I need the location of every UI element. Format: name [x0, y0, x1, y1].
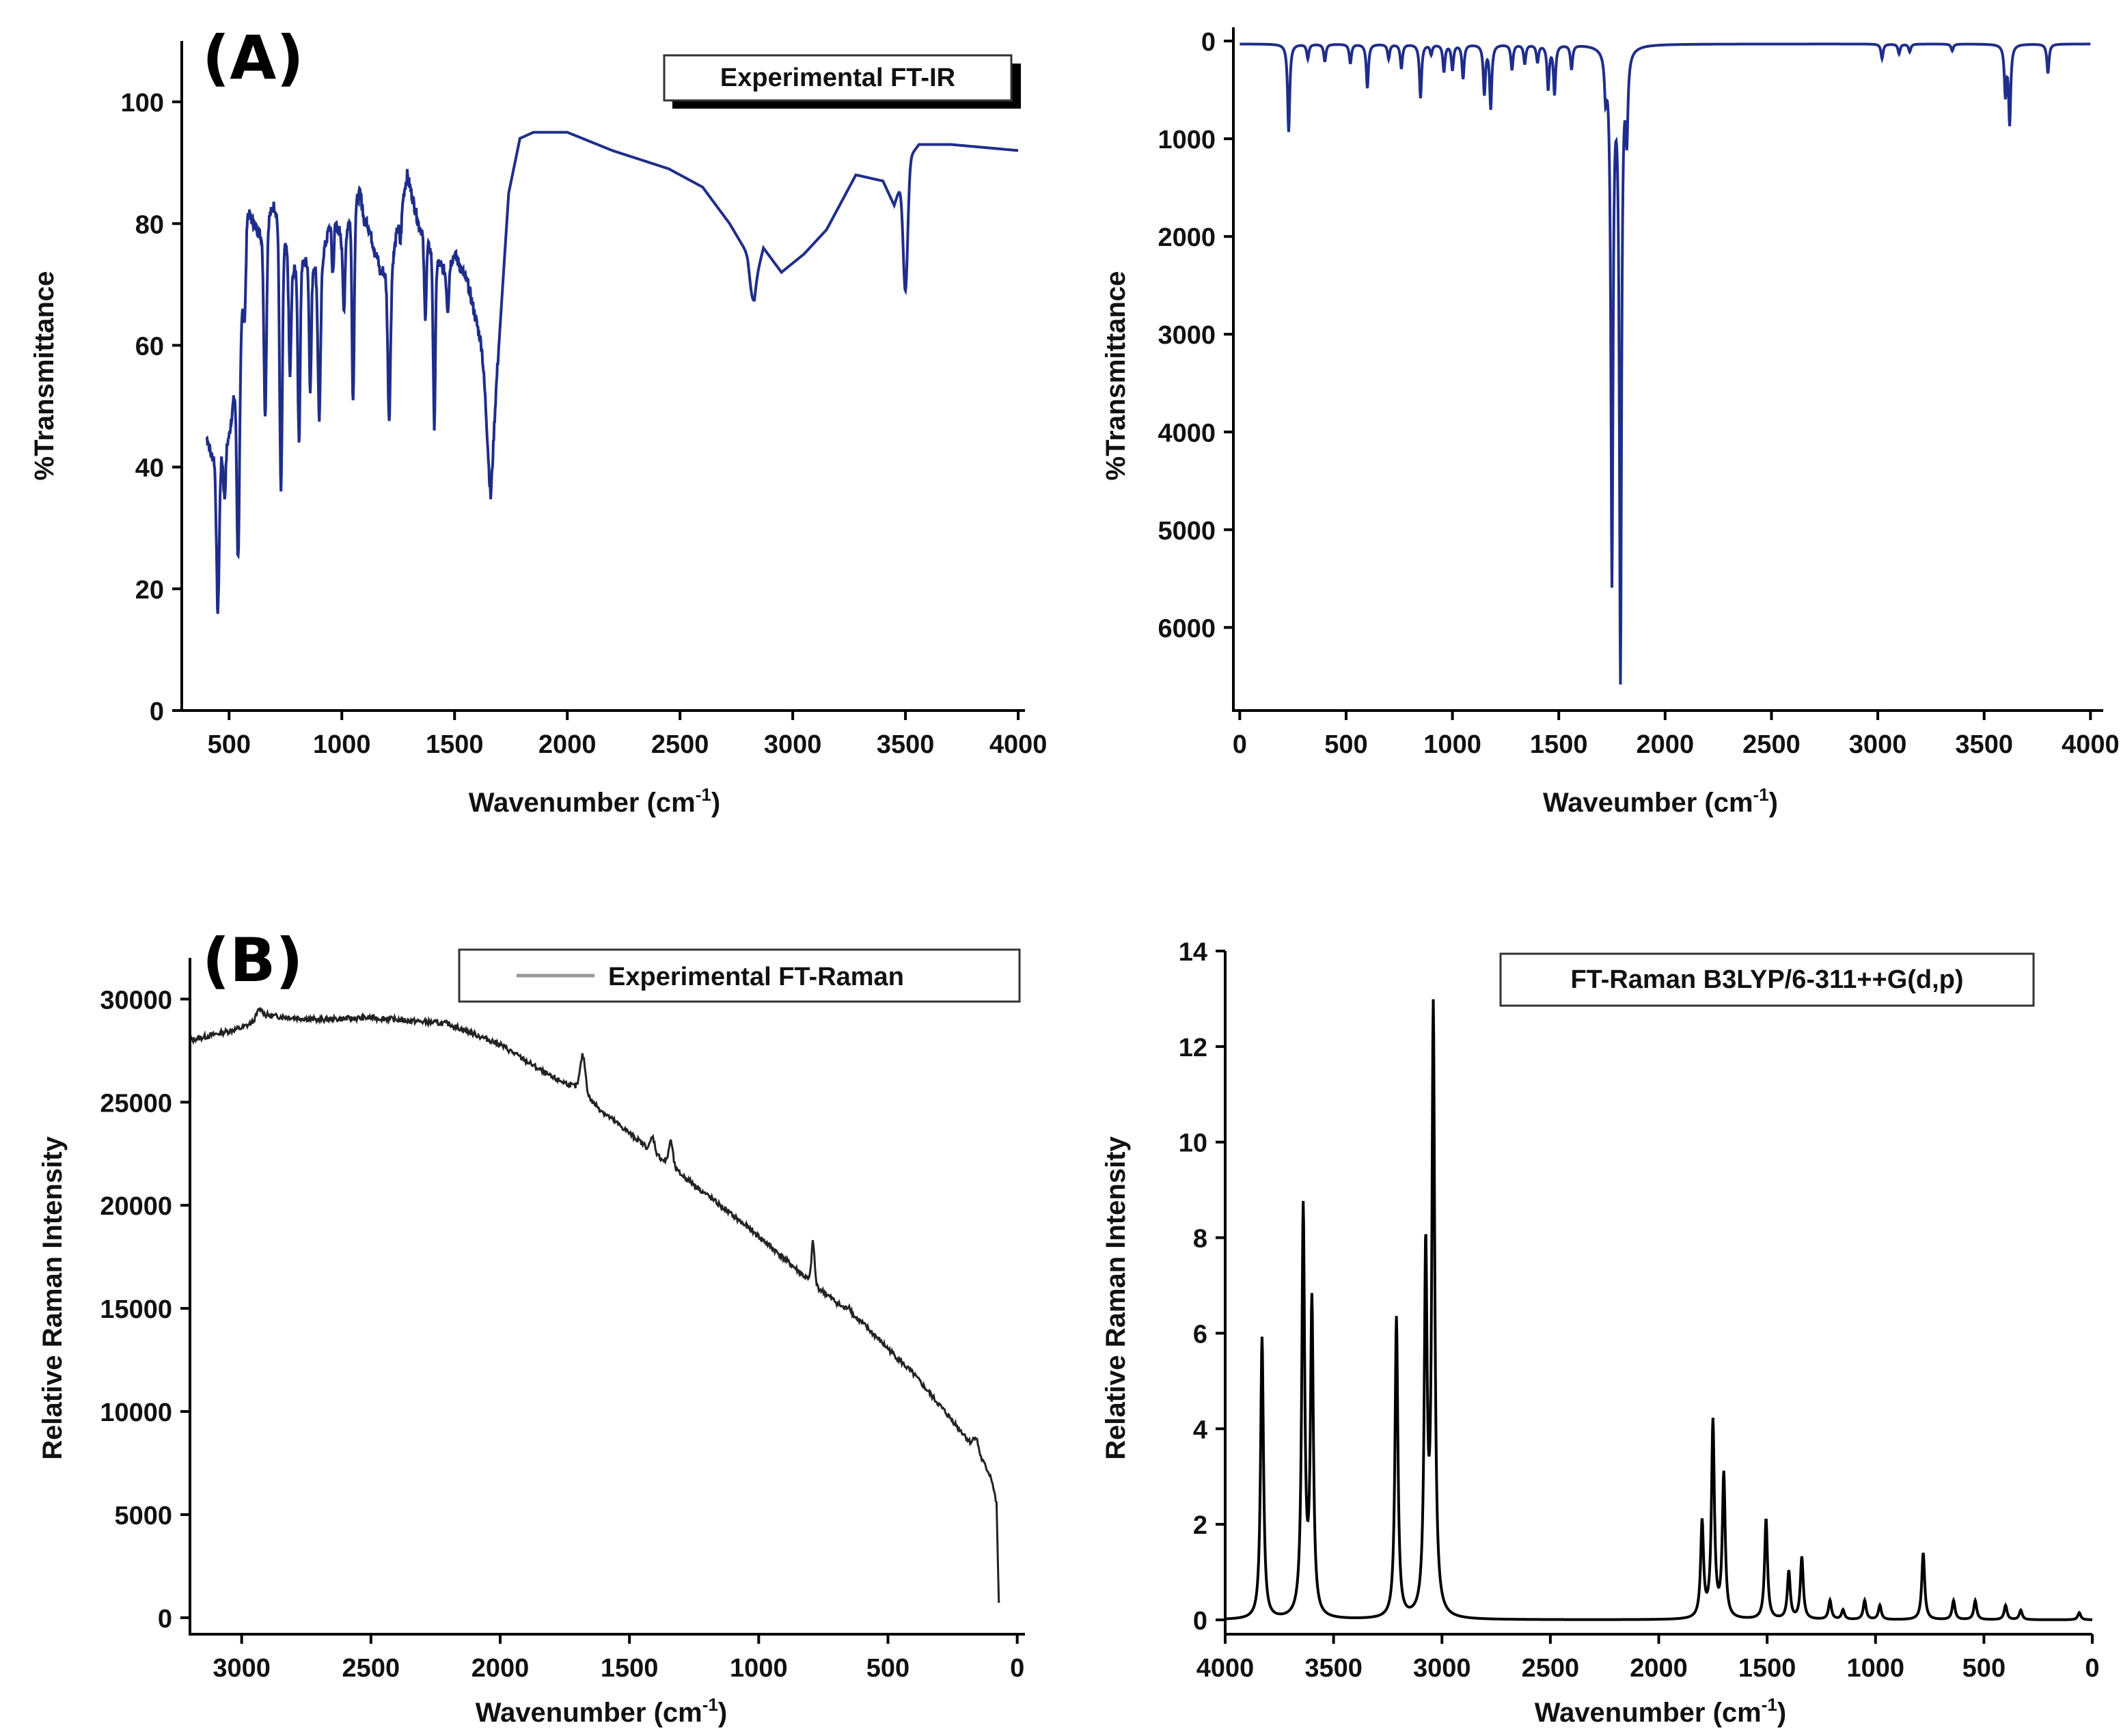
- raman-calc-legend-label: FT-Raman B3LYP/6-311++G(d,p): [1570, 965, 1963, 994]
- raman-calc-ytick-label: 14: [1179, 938, 1207, 967]
- raman-exp-xtick-label: 1500: [601, 1654, 659, 1683]
- ir-exp-ytick-label: 80: [135, 210, 164, 239]
- ir-exp-xtick-label: 2500: [651, 730, 709, 759]
- chart-ir-experimental: 500 1000 1500 2000 2500 3000 3500 4000 0 20 40 60 80…: [29, 41, 1047, 818]
- ir-calc-xtick-label: 1000: [1423, 730, 1481, 759]
- raman-calc-xlabel: Wavenumber (cm-1): [1535, 1694, 1786, 1728]
- raman-calc-xtick-label: 0: [2085, 1654, 2099, 1683]
- ir-calc-xtick-label: 0: [1233, 730, 1247, 759]
- ir-calc-xtick-label: 2000: [1637, 730, 1695, 759]
- raman-calc-xtick-label: 3000: [1413, 1654, 1471, 1683]
- ir-calc-ytick-label: 3000: [1158, 321, 1216, 350]
- raman-calc-plot-layer: [1224, 999, 2093, 1621]
- raman-exp-xtick-label: 3000: [213, 1654, 271, 1683]
- raman-calc-axes: [1224, 951, 2092, 1636]
- ir-exp-series-line: [205, 130, 1019, 614]
- raman-calc-xtick-label: 500: [1962, 1654, 2006, 1683]
- ir-exp-ylabel: %Transmittance: [29, 271, 59, 481]
- raman-calc-ytick-label: 0: [1193, 1607, 1207, 1636]
- ir-exp-ytick-label: 40: [135, 454, 164, 483]
- raman-exp-legend-label: Experimental FT-Raman: [608, 963, 904, 991]
- ir-calc-ytick-label: 2000: [1158, 223, 1216, 252]
- raman-exp-ytick-label: 20000: [100, 1192, 172, 1221]
- ir-calc-ytick-label: 0: [1201, 28, 1216, 57]
- raman-exp-ytick-label: 15000: [100, 1295, 172, 1324]
- raman-exp-ytick-label: 0: [158, 1605, 172, 1634]
- panel-label-a: (A): [202, 23, 304, 93]
- raman-exp-xtick-label: 1000: [730, 1654, 788, 1683]
- raman-exp-ticks: 3000 2500 2000 1500 1000 500 00500010000150002…: [100, 986, 1024, 1683]
- raman-exp-ytick-label: 30000: [100, 986, 172, 1015]
- ir-exp-ytick-label: 0: [150, 698, 164, 726]
- raman-exp-ytick-label: 25000: [100, 1089, 172, 1118]
- raman-exp-ytick-label: 5000: [114, 1502, 172, 1530]
- raman-exp-xtick-label: 2500: [342, 1654, 400, 1683]
- raman-calc-xtick-label: 4000: [1196, 1654, 1255, 1683]
- raman-exp-axes: [189, 958, 1025, 1636]
- raman-calc-ytick-label: 6: [1193, 1320, 1207, 1349]
- chart-ir-calculated: 0 500 1000 1500 2000 2500 3000 3500 4000 0 1000 200…: [1101, 27, 2120, 818]
- raman-calc-xtick-label: 3500: [1304, 1654, 1363, 1683]
- ir-calc-xtick-label: 1500: [1530, 730, 1588, 759]
- raman-exp-xlabel: Wavenumber (cm-1): [476, 1694, 727, 1728]
- ir-calc-plot-layer: [1240, 42, 2091, 685]
- raman-exp-ylabel: Relative Raman Intensity: [38, 1136, 68, 1460]
- ir-calc-xtick-label: 500: [1324, 730, 1367, 759]
- raman-calc-series-line: [1224, 999, 2093, 1621]
- ir-calc-ytick-label: 1000: [1158, 126, 1216, 154]
- raman-exp-plot-layer: [189, 1007, 1000, 1603]
- ir-exp-xtick-label: 1000: [313, 730, 371, 759]
- raman-calc-legend: FT-Raman B3LYP/6-311++G(d,p): [1499, 952, 2035, 1007]
- ir-calc-ytick-label: 5000: [1158, 516, 1216, 545]
- raman-calc-xtick-label: 1000: [1846, 1654, 1904, 1683]
- raman-exp-xtick-label: 0: [1010, 1654, 1024, 1683]
- ir-calc-xtick-label: 3500: [1955, 730, 2013, 759]
- ir-exp-xtick-label: 2000: [538, 730, 597, 759]
- raman-exp-xtick-label: 500: [866, 1654, 909, 1683]
- ir-calc-xtick-label: 3000: [1849, 730, 1907, 759]
- ir-exp-ytick-label: 100: [121, 89, 164, 118]
- ir-calc-xlabel: Waveumber (cm-1): [1543, 784, 1778, 818]
- raman-calc-ytick-label: 10: [1179, 1129, 1207, 1158]
- ir-calc-xtick-label: 2500: [1742, 730, 1801, 759]
- chart-raman-calculated: 4000 3500 3000 2500 2000 1500 1000 500 0 0 2 4 6 8 10 1…: [1101, 938, 2100, 1728]
- ir-exp-xlabel: Wavenumber (cm-1): [469, 784, 720, 818]
- ir-calc-ytick-label: 4000: [1158, 419, 1216, 447]
- ir-calc-ticks: 0 500 1000 1500 2000 2500 3000 3500 4000 0 1000 200…: [1158, 28, 2119, 759]
- ir-exp-axes: [180, 41, 1025, 712]
- raman-calc-xtick-label: 1500: [1738, 1654, 1796, 1683]
- ir-exp-xtick-label: 500: [208, 730, 251, 759]
- ir-calc-xtick-label: 4000: [2062, 730, 2120, 759]
- raman-calc-xtick-label: 2500: [1522, 1654, 1580, 1683]
- ir-calc-series-line: [1240, 42, 2091, 685]
- raman-calc-ytick-label: 12: [1179, 1034, 1207, 1062]
- ir-calc-ylabel: %Transmittance: [1101, 271, 1131, 481]
- ir-exp-xtick-label: 4000: [989, 730, 1048, 759]
- ir-exp-xtick-label: 3500: [877, 730, 935, 759]
- raman-calc-ylabel: Relative Raman Intensity: [1101, 1136, 1131, 1460]
- ir-exp-plot-layer: [205, 130, 1019, 614]
- raman-calc-ytick-label: 8: [1193, 1225, 1207, 1254]
- ir-exp-legend: Experimental FT-IR: [663, 54, 1021, 109]
- ir-calc-ytick-label: 6000: [1158, 614, 1216, 643]
- raman-calc-ytick-label: 2: [1193, 1511, 1207, 1540]
- ir-exp-xtick-label: 3000: [764, 730, 822, 759]
- raman-exp-ytick-label: 10000: [100, 1399, 172, 1427]
- raman-exp-legend: Experimental FT-Raman: [458, 948, 1021, 1003]
- raman-calc-ytick-label: 4: [1193, 1416, 1207, 1444]
- raman-calc-xtick-label: 2000: [1630, 1654, 1688, 1683]
- chart-raman-experimental: 3000 2500 2000 1500 1000 500 00500010000150002…: [38, 948, 1025, 1728]
- panel-label-b: (B): [202, 925, 303, 995]
- ir-exp-xtick-label: 1500: [426, 730, 484, 759]
- ir-exp-ytick-label: 60: [135, 332, 164, 361]
- ir-exp-legend-label: Experimental FT-IR: [720, 64, 955, 92]
- raman-exp-series-line: [189, 1007, 1000, 1603]
- ir-calc-axes: [1232, 27, 2103, 712]
- ir-exp-ytick-label: 20: [135, 576, 164, 605]
- ir-exp-ticks: 500 1000 1500 2000 2500 3000 3500 4000 0 20 40 60 80…: [121, 89, 1048, 759]
- raman-exp-xtick-label: 2000: [471, 1654, 530, 1683]
- raman-calc-ticks: 4000 3500 3000 2500 2000 1500 1000 500 0 0 2 4 6 8 10 1…: [1179, 938, 2100, 1683]
